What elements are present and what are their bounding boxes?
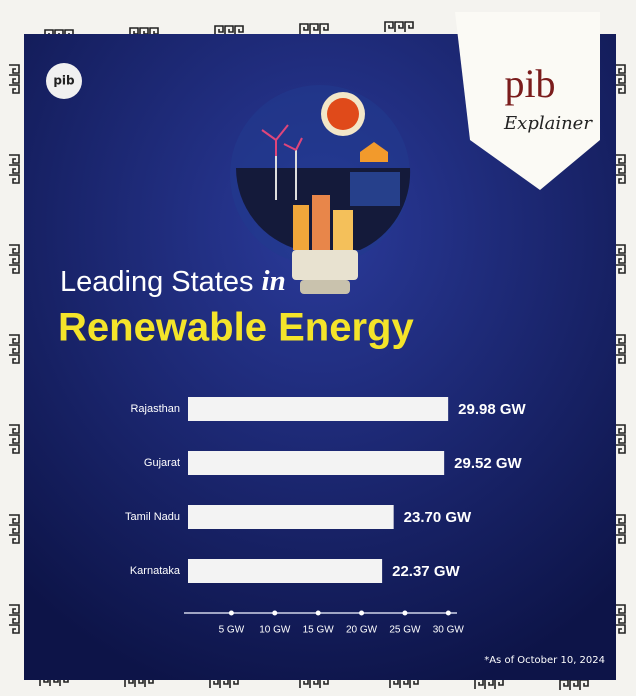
bar	[188, 559, 382, 583]
title-connector: in	[262, 265, 286, 297]
page: {"logo": {"name": "pib", "tagline": "Exp…	[0, 0, 636, 696]
y-tick-label: Karnataka	[130, 565, 181, 577]
value-label: 29.98 GW	[458, 401, 526, 418]
x-tick	[359, 611, 364, 616]
y-tick-label: Tamil Nadu	[125, 511, 180, 523]
logo-badge-text: pib	[53, 74, 75, 88]
infographic: pib pib Explainer Leading States in Rene…	[0, 0, 636, 696]
x-tick	[229, 611, 234, 616]
x-tick-label: 25 GW	[389, 625, 421, 636]
bar	[188, 505, 394, 529]
x-tick	[446, 611, 451, 616]
value-label: 22.37 GW	[392, 563, 460, 580]
y-tick-label: Rajasthan	[130, 403, 180, 415]
value-label: 29.52 GW	[454, 455, 522, 472]
x-tick	[272, 611, 277, 616]
y-tick-label: Gujarat	[144, 457, 180, 469]
title-text: Leading States	[60, 266, 253, 298]
x-tick-label: 30 GW	[433, 625, 465, 636]
x-tick-label: 20 GW	[346, 625, 378, 636]
value-label: 23.70 GW	[404, 509, 472, 526]
x-tick-label: 15 GW	[303, 625, 335, 636]
bar	[188, 451, 444, 475]
note: *As of October 10, 2024	[484, 655, 605, 666]
x-tick-label: 10 GW	[259, 625, 291, 636]
logo-tagline: Explainer	[503, 113, 593, 134]
x-tick	[402, 611, 407, 616]
x-tick	[316, 611, 321, 616]
bar	[188, 397, 448, 421]
x-tick-label: 5 GW	[219, 625, 245, 636]
chart-title: Leading States in	[60, 265, 286, 298]
logo-name: pib	[504, 61, 555, 106]
chart-subtitle: Renewable Energy	[58, 306, 414, 350]
